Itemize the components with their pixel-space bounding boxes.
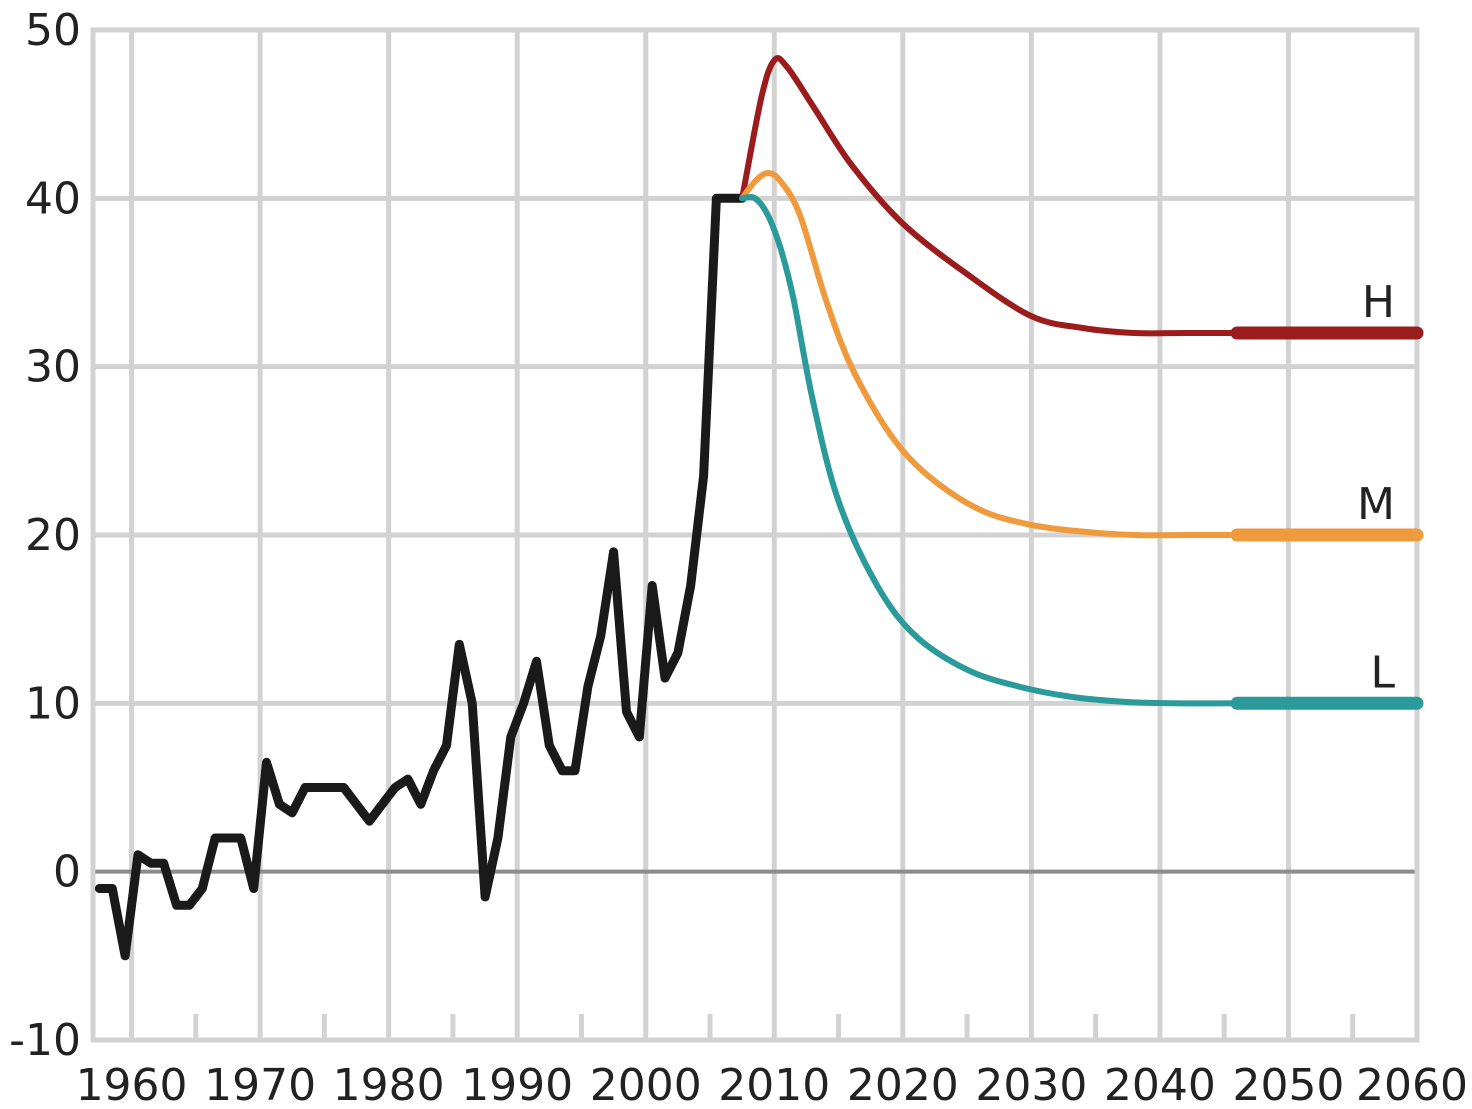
series-labels: H M L [1357, 277, 1395, 698]
series-group [94, 55, 1424, 961]
x-tick-label: 2020 [847, 1060, 959, 1109]
y-tick-label: 30 [25, 342, 81, 393]
series-line-l [739, 194, 1420, 707]
y-tick-label: 10 [25, 678, 81, 729]
series-line-h [739, 55, 1420, 337]
x-tick-label: 2030 [975, 1060, 1087, 1109]
x-tick-label: 1980 [333, 1060, 445, 1109]
y-tick-label: 20 [25, 510, 81, 561]
y-tick-label: 40 [25, 173, 81, 224]
x-minor-ticks [193, 1014, 1356, 1040]
y-tick-label: 0 [53, 847, 81, 898]
x-tick-label: 1970 [204, 1060, 316, 1109]
x-tick-label: 2060 [1356, 1060, 1468, 1109]
x-tick-label: 1990 [461, 1060, 573, 1109]
series-label-m: M [1357, 479, 1395, 530]
x-tick-label: 1960 [76, 1060, 188, 1109]
x-tick-label: 2050 [1232, 1060, 1344, 1109]
y-tick-label: -10 [9, 1015, 81, 1066]
y-axis-tick-labels: -10 0 10 20 30 40 50 [9, 5, 81, 1066]
y-tick-label: 50 [25, 5, 81, 56]
series-label-h: H [1362, 277, 1395, 328]
series-label-l: L [1370, 647, 1395, 698]
x-tick-label: 2010 [718, 1060, 830, 1109]
x-tick-label: 2000 [590, 1060, 702, 1109]
series-line-m [739, 170, 1420, 539]
x-axis-tick-labels: 1960 1970 1980 1990 2000 2010 2020 2030 2040 2050… [76, 1060, 1468, 1109]
series-line-historical [94, 193, 747, 961]
x-tick-label: 2040 [1104, 1060, 1216, 1109]
